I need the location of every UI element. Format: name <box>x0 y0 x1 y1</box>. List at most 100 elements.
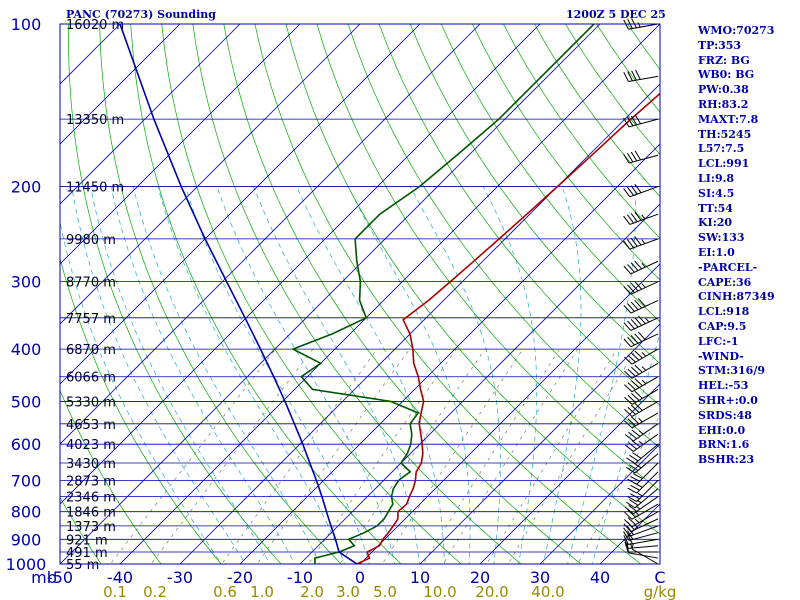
moist-adiabat-line <box>542 186 582 564</box>
dry-adiabat-line <box>130 24 402 564</box>
wind-barb-flag <box>634 184 642 194</box>
wind-barb-flag <box>623 117 630 128</box>
height-label: 4653 m <box>66 418 116 433</box>
moist-adiabat-line <box>409 186 501 564</box>
wind-barb-staff <box>636 462 659 485</box>
dry-adiabat-line <box>285 24 660 535</box>
index-entry: BSHR:23 <box>698 453 755 467</box>
wind-barb-flag <box>623 531 630 541</box>
wind-barb <box>623 331 659 348</box>
wind-barb <box>623 114 659 128</box>
wind-barb-flag <box>631 439 641 448</box>
wind-barb-flag <box>630 237 638 247</box>
wind-barb-staff <box>631 401 659 417</box>
isotherm-line <box>60 24 301 265</box>
wind-barb-flag <box>628 431 638 440</box>
wind-barb-flag <box>630 318 639 328</box>
wind-barb-flag <box>631 366 640 375</box>
wind-barb-flag <box>631 392 640 401</box>
wind-barb <box>627 462 659 485</box>
wind-barb-flag <box>630 493 640 500</box>
wind-barb-flag <box>629 499 639 506</box>
index-entry: MAXT:7.8 <box>698 112 759 126</box>
celsius-axis-label: C <box>654 568 665 587</box>
height-label: 3430 m <box>66 457 116 472</box>
wind-barb-flag <box>634 236 642 246</box>
wind-barb-half-flag <box>641 214 646 220</box>
pressure-tick-label: 100 <box>11 15 42 34</box>
height-label: 13350 m <box>66 113 124 128</box>
wind-barb-flag <box>630 185 638 195</box>
index-entry: LI:9.8 <box>698 171 735 185</box>
moist-adiabat-line <box>110 186 296 564</box>
wind-barb-flag <box>631 70 637 81</box>
moist-adiabat-line <box>253 186 420 564</box>
pressure-tick-label: 300 <box>11 273 42 292</box>
wind-barb-flag <box>627 394 636 403</box>
dry-adiabat-line <box>99 24 342 564</box>
index-entry: SRDS:48 <box>698 408 752 422</box>
height-label: 16020 m <box>66 18 124 33</box>
height-label: 1373 m <box>66 520 116 535</box>
index-entry: WMO:70273 <box>698 24 775 37</box>
wind-barb-staff <box>634 453 659 474</box>
wind-barb-flag <box>624 370 633 379</box>
index-entry: LCL:991 <box>698 157 750 171</box>
mixing-ratio-line <box>381 348 524 564</box>
wind-barb-flag <box>626 466 636 474</box>
wind-barb-staff <box>636 479 659 502</box>
wind-barb-half-flag <box>637 22 641 28</box>
wind-barb-staff <box>630 260 659 275</box>
wind-barb-flag <box>627 320 635 330</box>
moist-adiabat-line <box>71 186 247 564</box>
pressure-tick-label: 800 <box>11 503 42 522</box>
wind-barb-staff <box>628 532 659 541</box>
wind-barb <box>623 530 659 541</box>
wind-barb-flag <box>628 504 638 512</box>
wind-barb-flag <box>623 215 631 225</box>
temperature-tick-label: 20 <box>470 568 490 587</box>
wind-barb-flag <box>631 404 640 413</box>
wind-barb-flag <box>628 442 638 450</box>
temperature-tick-label: 30 <box>530 568 550 587</box>
isotherm-line <box>60 24 181 145</box>
isotherm-line <box>60 24 481 445</box>
wind-barb-staff <box>631 412 659 429</box>
isotherm-line <box>179 83 660 564</box>
wind-barb-flag <box>626 186 634 196</box>
height-label: 4023 m <box>66 438 116 453</box>
isotherm-line <box>419 323 660 564</box>
height-label: 6066 m <box>66 371 116 386</box>
height-label: 5330 m <box>66 395 116 410</box>
index-entry: TP:353 <box>698 38 742 52</box>
moist-adiabat-line <box>347 186 471 564</box>
wind-barb-staff <box>628 154 659 164</box>
height-label: 9980 m <box>66 233 116 248</box>
isotherm-line <box>299 203 660 564</box>
index-entry: SHR+:0.0 <box>698 393 758 407</box>
moist-adiabat-line <box>132 186 320 564</box>
wind-barb-staff <box>628 545 659 549</box>
wind-barb-half-flag <box>638 430 644 435</box>
wind-barb-flag <box>631 416 640 425</box>
temperature-profile <box>356 92 660 564</box>
wind-barb <box>624 348 659 365</box>
mb-axis-label: mb <box>31 568 57 587</box>
isotherm-line <box>239 143 660 564</box>
wind-barb-staff <box>631 548 659 565</box>
wind-barb-flag <box>634 402 643 411</box>
wind-barb-flag <box>630 151 638 162</box>
wind-barb-staff <box>630 281 659 295</box>
height-label: 2346 m <box>66 491 116 506</box>
wind-barb-flag <box>630 301 639 311</box>
dewpoint-profile <box>290 24 595 564</box>
mixing-ratio-line <box>577 414 660 564</box>
wind-barb-flag <box>630 262 639 271</box>
wind-barb-flag <box>633 473 643 479</box>
wind-barb-flag <box>623 338 632 347</box>
wind-barb-flag <box>627 478 638 485</box>
wind-barb-flag <box>637 298 646 307</box>
index-entry: WB0: BG <box>698 68 755 82</box>
wind-barb-flag <box>627 303 635 312</box>
wind-barb-staff <box>629 186 659 198</box>
